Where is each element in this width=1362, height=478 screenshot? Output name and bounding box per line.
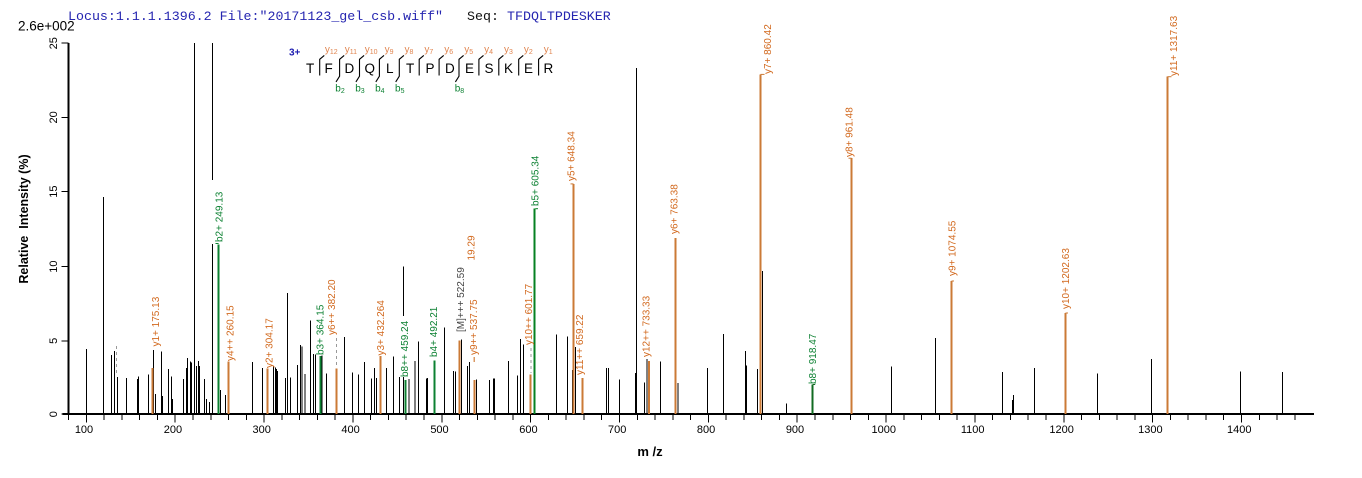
svg-text:y6++ 382.20: y6++ 382.20 (327, 279, 338, 335)
svg-text:F: F (325, 61, 333, 76)
svg-text:2.6e+002: 2.6e+002 (18, 19, 75, 34)
svg-text:y3: y3 (504, 45, 513, 57)
svg-text:15: 15 (48, 185, 60, 197)
svg-text:S: S (485, 61, 494, 76)
svg-text:y1: y1 (544, 45, 553, 57)
svg-text:1000: 1000 (872, 424, 896, 436)
svg-text:y4: y4 (484, 45, 493, 57)
svg-text:b5: b5 (395, 84, 405, 96)
svg-text:E: E (524, 61, 533, 76)
svg-text:y9+ 1074.55: y9+ 1074.55 (947, 220, 958, 276)
svg-text:b8++ 459.24: b8++ 459.24 (400, 320, 411, 377)
svg-text:25: 25 (48, 37, 60, 49)
svg-text:19.29: 19.29 (466, 235, 477, 260)
svg-text:1300: 1300 (1138, 424, 1162, 436)
svg-text:T: T (306, 61, 314, 76)
svg-text:y12++ 733.33: y12++ 733.33 (642, 295, 653, 357)
svg-text:K: K (504, 61, 513, 76)
svg-text:Q: Q (365, 61, 376, 76)
svg-text:y12: y12 (325, 45, 338, 57)
svg-text:y4++ 260.15: y4++ 260.15 (226, 305, 237, 361)
svg-text:y11+ 1317.63: y11+ 1317.63 (1169, 15, 1180, 76)
svg-text:1400: 1400 (1227, 424, 1251, 436)
svg-text:y10+ 1202.63: y10+ 1202.63 (1061, 248, 1072, 309)
svg-text:3+: 3+ (289, 47, 301, 58)
svg-text:900: 900 (786, 424, 804, 436)
svg-text:700: 700 (608, 424, 626, 436)
svg-text:D: D (445, 61, 455, 76)
svg-text:y10++ 601.77: y10++ 601.77 (524, 283, 535, 345)
svg-text:y8: y8 (405, 45, 414, 57)
svg-text:300: 300 (253, 424, 271, 436)
svg-text:10: 10 (48, 260, 60, 272)
svg-text:400: 400 (341, 424, 359, 436)
svg-text:100: 100 (75, 424, 93, 436)
svg-text:b2: b2 (335, 84, 345, 96)
svg-text:T: T (406, 61, 414, 76)
svg-text:1200: 1200 (1049, 424, 1073, 436)
svg-text:b2+ 249.13: b2+ 249.13 (214, 191, 225, 242)
svg-text:y2+ 304.17: y2+ 304.17 (264, 318, 275, 368)
svg-text:b4: b4 (375, 84, 385, 96)
svg-text:[M]+++ 522.59: [M]+++ 522.59 (456, 267, 467, 332)
svg-text:R: R (544, 61, 554, 76)
svg-text:200: 200 (164, 424, 182, 436)
svg-text:D: D (345, 61, 355, 76)
svg-text:b3: b3 (355, 84, 365, 96)
svg-text:Seq:: Seq: (467, 9, 499, 24)
svg-text:1100: 1100 (961, 424, 985, 436)
svg-text:20: 20 (48, 111, 60, 123)
svg-text:b4+ 492.21: b4+ 492.21 (429, 306, 440, 357)
svg-text:b3+ 364.15: b3+ 364.15 (315, 304, 326, 355)
svg-text:y9: y9 (385, 45, 394, 57)
svg-text:E: E (465, 61, 474, 76)
svg-text:y7+ 860.42: y7+ 860.42 (763, 24, 774, 74)
svg-text:b8+ 918.47: b8+ 918.47 (808, 333, 819, 384)
svg-text:b5+ 605.34: b5+ 605.34 (531, 155, 542, 206)
svg-text:y8+ 961.48: y8+ 961.48 (845, 107, 856, 157)
svg-text:y10: y10 (365, 45, 378, 57)
svg-text:L: L (386, 61, 394, 76)
svg-text:Relative Intensity (%): Relative Intensity (%) (17, 154, 31, 283)
svg-text:y11++ 659.22: y11++ 659.22 (575, 314, 586, 375)
svg-text:y3+ 432.264: y3+ 432.264 (376, 300, 387, 356)
svg-text:y7: y7 (424, 45, 433, 57)
svg-text:800: 800 (697, 424, 715, 436)
svg-text:600: 600 (519, 424, 537, 436)
svg-text:y6: y6 (444, 45, 453, 57)
svg-text:0: 0 (48, 411, 60, 417)
svg-text:y2: y2 (524, 45, 533, 57)
svg-text:b8: b8 (455, 84, 465, 96)
svg-text:500: 500 (430, 424, 448, 436)
svg-text:m /z: m /z (637, 444, 663, 459)
svg-text:y11: y11 (345, 45, 357, 57)
svg-text:y5+ 648.34: y5+ 648.34 (567, 131, 578, 181)
svg-text:y5: y5 (464, 45, 473, 57)
svg-text:y6+ 763.38: y6+ 763.38 (670, 184, 681, 234)
svg-text:TFDQLTPDESKER: TFDQLTPDESKER (507, 9, 611, 24)
svg-text:y1+ 175.13: y1+ 175.13 (151, 296, 162, 346)
svg-text:5: 5 (48, 338, 60, 344)
svg-text:P: P (426, 61, 435, 76)
svg-text:Locus:1.1.1.1396.2 File:"20171: Locus:1.1.1.1396.2 File:"20171123_gel_cs… (68, 9, 443, 24)
svg-text:y9++ 537.75: y9++ 537.75 (469, 299, 480, 355)
